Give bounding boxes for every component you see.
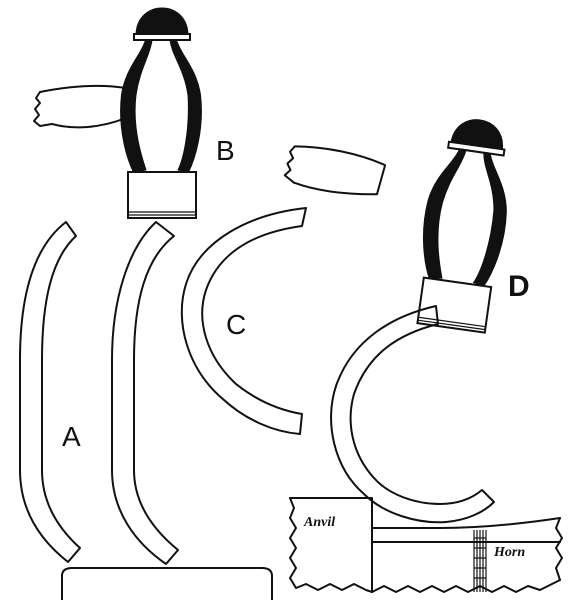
figure-b-base-block	[61, 567, 273, 600]
figure-d-hammer	[283, 119, 507, 334]
horn-hatch-band	[473, 530, 487, 592]
label-d: D	[508, 270, 530, 303]
figure-b-hammer	[33, 7, 202, 219]
figure-c-curved-bar	[180, 207, 307, 435]
label-a: A	[62, 421, 81, 452]
anvil-with-horn	[289, 497, 563, 593]
label-anvil: Anvil	[303, 515, 335, 530]
figure-b-bent-bar	[111, 221, 179, 565]
figure-d-bent-bar	[330, 305, 495, 524]
label-c: C	[226, 309, 246, 340]
label-b: B	[216, 135, 235, 166]
label-horn: Horn	[493, 545, 525, 560]
figure-a-bent-bar	[19, 221, 81, 563]
